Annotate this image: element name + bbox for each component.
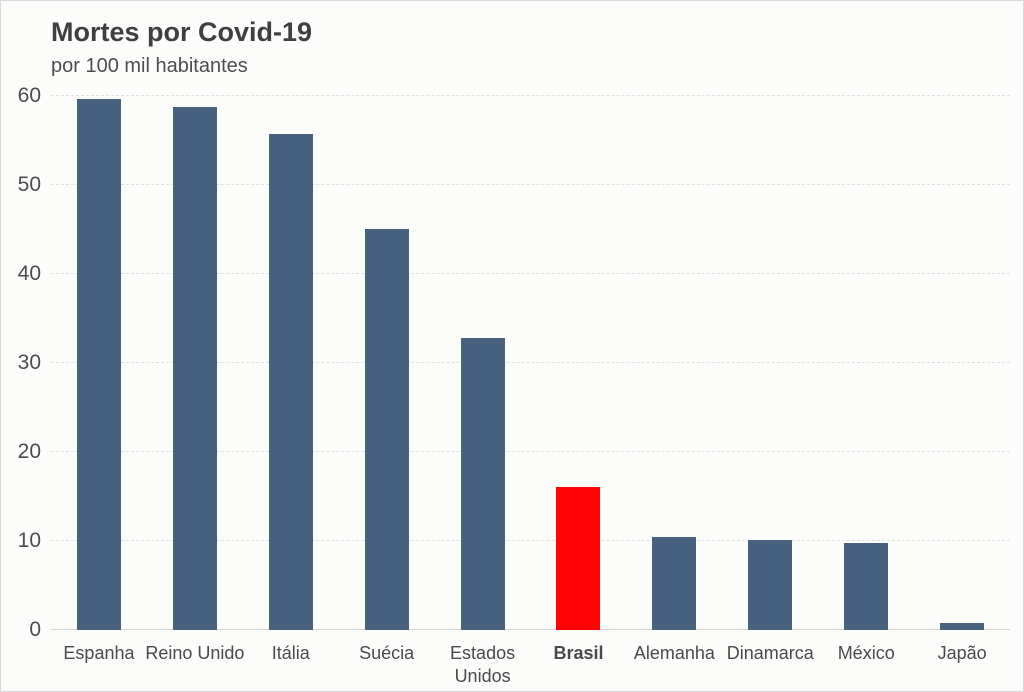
y-tick-label: 50 bbox=[17, 173, 41, 196]
bar-suécia bbox=[364, 228, 409, 630]
bar-estados-unidos bbox=[460, 338, 505, 630]
bar-slot: México bbox=[818, 96, 914, 663]
x-category-label: Japão bbox=[937, 643, 987, 663]
gridline bbox=[51, 273, 1010, 274]
bar-slot: Brasil bbox=[531, 96, 627, 663]
x-category-label: Suécia bbox=[359, 643, 415, 663]
x-category-label: Espanha bbox=[63, 643, 135, 663]
y-tick-label: 40 bbox=[17, 262, 41, 285]
bar-slot: Estados Unidos bbox=[435, 96, 531, 686]
bar-slot: Itália bbox=[243, 96, 339, 663]
bar-reino-unido bbox=[172, 106, 217, 630]
bar-itália bbox=[268, 134, 313, 630]
bars-container: Espanha Reino Unido Itália Suécia Estados Un… bbox=[51, 96, 1010, 686]
bar-japão bbox=[940, 622, 985, 630]
bar-slot: Suécia bbox=[339, 96, 435, 663]
bar-méxico bbox=[844, 542, 889, 630]
gridline bbox=[51, 184, 1010, 185]
y-tick-label: 10 bbox=[17, 529, 41, 552]
x-category-label: Estados Unidos bbox=[450, 643, 516, 686]
bar-dinamarca bbox=[748, 540, 793, 630]
y-tick-label: 60 bbox=[17, 84, 41, 107]
x-category-label: Reino Unido bbox=[145, 643, 245, 663]
x-category-label: Dinamarca bbox=[726, 643, 814, 663]
bar-alemanha bbox=[652, 537, 697, 630]
y-tick-label: 30 bbox=[17, 351, 41, 374]
plot-area: 0 10 20 30 40 50 60 Espanha Reino Unido Itália Su… bbox=[18, 84, 1010, 686]
x-axis-baseline bbox=[51, 629, 1010, 630]
chart-subtitle: por 100 mil habitantes bbox=[51, 55, 248, 77]
bar-slot: Reino Unido bbox=[145, 96, 244, 663]
y-tick-label: 0 bbox=[29, 618, 41, 641]
x-category-label: Alemanha bbox=[633, 643, 715, 663]
y-tick-label: 20 bbox=[17, 440, 41, 463]
gridline bbox=[51, 451, 1010, 452]
gridline bbox=[51, 540, 1010, 541]
bar-brasil bbox=[556, 486, 601, 630]
x-category-label: Brasil bbox=[553, 643, 604, 663]
gridline bbox=[51, 95, 1010, 96]
bar-slot: Japão bbox=[914, 96, 1010, 663]
gridline bbox=[51, 362, 1010, 363]
x-category-label: México bbox=[837, 643, 895, 663]
bar-espanha bbox=[76, 98, 121, 630]
x-category-label: Itália bbox=[271, 643, 310, 663]
bar-slot: Alemanha bbox=[626, 96, 722, 663]
bar-slot: Dinamarca bbox=[722, 96, 818, 663]
chart-title: Mortes por Covid-19 bbox=[51, 17, 313, 47]
bar-slot: Espanha bbox=[51, 96, 147, 663]
